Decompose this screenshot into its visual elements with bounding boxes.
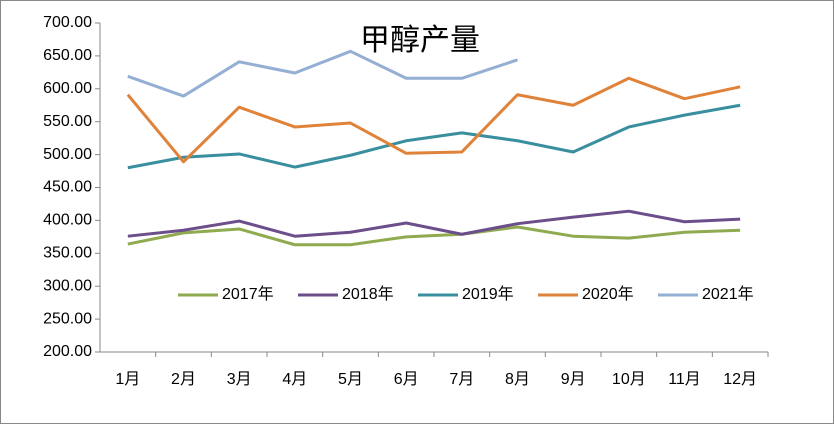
x-tick-label: 9月	[561, 371, 586, 388]
series-line	[127, 225, 741, 247]
legend-label: 2021年	[702, 285, 754, 303]
y-tick-label: 600.00	[43, 80, 92, 97]
y-tick-label: 500.00	[43, 146, 92, 163]
x-tick-label: 8月	[505, 371, 530, 388]
x-tick-label: 10月	[612, 371, 646, 388]
x-tick-label: 5月	[338, 371, 363, 388]
y-tick-label: 400.00	[43, 212, 92, 229]
y-tick-label: 450.00	[43, 179, 92, 196]
y-tick-label: 350.00	[43, 245, 92, 262]
chart-title: 甲醇产量	[360, 24, 480, 57]
y-tick-label: 250.00	[43, 310, 92, 327]
legend-label: 2017年	[222, 285, 274, 303]
series-line	[127, 49, 518, 98]
x-tick-label: 6月	[394, 371, 419, 388]
x-tick-label: 2月	[171, 371, 196, 388]
legend-label: 2019年	[462, 285, 514, 303]
legend-label: 2020年	[582, 285, 634, 303]
legend-label: 2018年	[342, 285, 394, 303]
x-tick-label: 1月	[115, 371, 140, 388]
y-tick-label: 650.00	[43, 47, 92, 64]
y-tick-label: 550.00	[43, 113, 92, 130]
series-line	[127, 209, 741, 238]
x-tick-label: 3月	[227, 371, 252, 388]
y-tick-label: 200.00	[43, 343, 92, 360]
series-line	[127, 103, 741, 170]
y-tick-label: 700.00	[43, 14, 92, 31]
y-tick-label: 300.00	[43, 277, 92, 294]
x-tick-label: 7月	[449, 371, 474, 388]
series-line	[126, 76, 741, 164]
x-tick-label: 4月	[282, 371, 307, 388]
x-tick-label: 11月	[668, 371, 701, 388]
x-tick-label: 12月	[723, 371, 757, 388]
